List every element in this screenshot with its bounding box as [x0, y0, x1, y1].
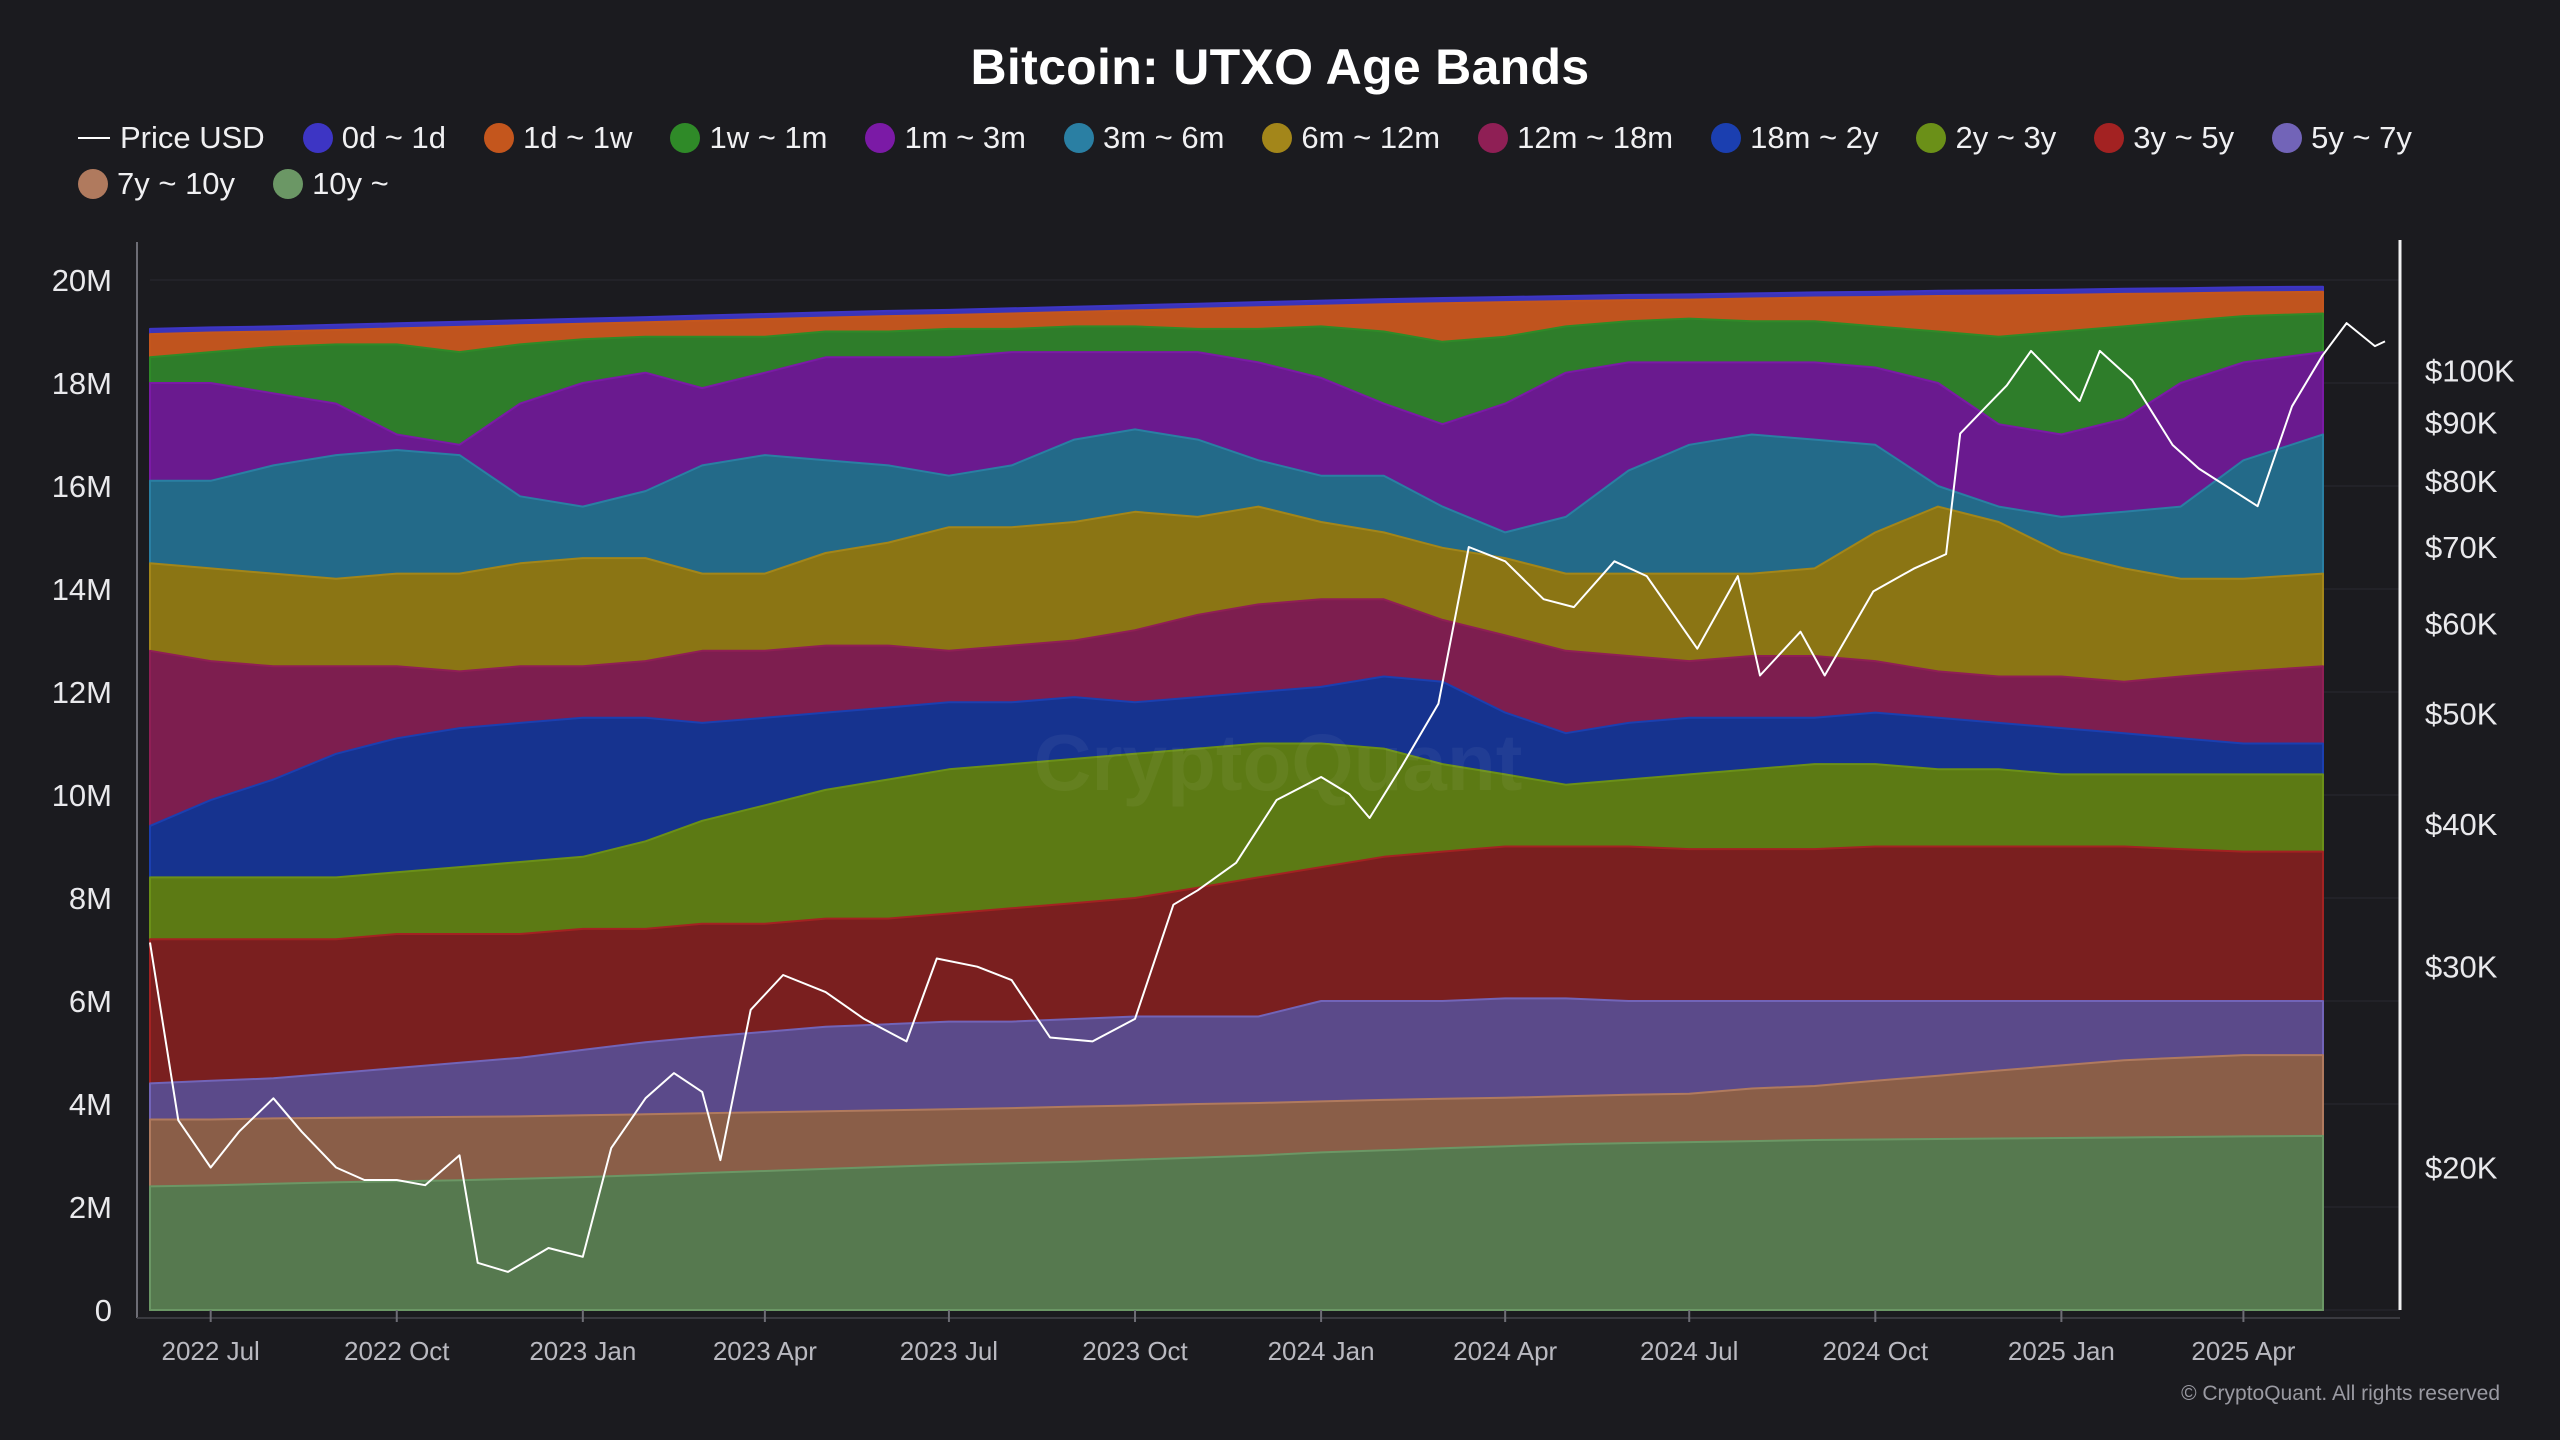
- y-left-tick-label: 8M: [69, 881, 112, 916]
- x-tick-label: 2025 Apr: [2191, 1336, 2295, 1366]
- legend-item-10y[interactable]: 10y ~: [273, 164, 389, 204]
- y-right-tick-label: $50K: [2425, 697, 2498, 732]
- x-tick-label: 2025 Jan: [2008, 1336, 2115, 1366]
- legend-label: Price USD: [120, 120, 265, 155]
- legend-dot-icon: [78, 169, 108, 199]
- x-tick-label: 2022 Jul: [162, 1336, 260, 1366]
- y-left-tick-label: 2M: [69, 1190, 112, 1225]
- legend-label: 0d ~ 1d: [341, 120, 446, 155]
- x-tick-label: 2024 Jul: [1640, 1336, 1738, 1366]
- legend-item-18m-2y[interactable]: 18m ~ 2y: [1711, 118, 1878, 158]
- legend-item-1m-3m[interactable]: 1m ~ 3m: [865, 118, 1026, 158]
- legend-label: 1m ~ 3m: [904, 120, 1026, 155]
- x-tick-label: 2023 Jan: [529, 1336, 636, 1366]
- legend-label: 3y ~ 5y: [2133, 120, 2235, 155]
- y-left-tick-label: 6M: [69, 984, 112, 1019]
- x-tick-label: 2024 Oct: [1823, 1336, 1929, 1366]
- legend-dot-icon: [865, 123, 896, 153]
- legend-dot-icon: [273, 169, 304, 199]
- legend-label: 1w ~ 1m: [709, 120, 828, 155]
- legend-item-5y-7y[interactable]: 5y ~ 7y: [2272, 118, 2412, 158]
- x-tick-label: 2023 Jul: [900, 1336, 998, 1366]
- legend-item-3y-5y[interactable]: 3y ~ 5y: [2094, 118, 2234, 158]
- y-left-tick-label: 18M: [52, 366, 112, 401]
- x-tick-label: 2022 Oct: [344, 1336, 450, 1366]
- legend-item-2y-3y[interactable]: 2y ~ 3y: [1916, 118, 2056, 158]
- x-tick-label: 2023 Apr: [713, 1336, 817, 1366]
- legend-label: 18m ~ 2y: [1750, 120, 1879, 155]
- legend-item-3m-6m[interactable]: 3m ~ 6m: [1063, 118, 1225, 158]
- legend-dot-icon: [1711, 123, 1742, 153]
- y-left-tick-label: 10M: [52, 778, 112, 813]
- y-left-tick-label: 0: [95, 1293, 112, 1328]
- legend-label: 10y ~: [312, 166, 389, 201]
- legend-item-7y-10y[interactable]: 7y ~ 10y: [78, 164, 235, 204]
- legend-label: 6m ~ 12m: [1301, 120, 1441, 155]
- legend-dot-icon: [1916, 123, 1947, 153]
- x-tick-label: 2023 Oct: [1082, 1336, 1188, 1366]
- legend-item-0d-1d[interactable]: 0d ~ 1d: [302, 118, 446, 158]
- y-right-tick-label: $40K: [2425, 807, 2498, 842]
- legend-item-12m-18m[interactable]: 12m ~ 18m: [1478, 118, 1673, 158]
- chart-legend: Price USD 0d ~ 1d 1d ~ 1w 1w ~ 1m 1m ~ 3m 3m …: [78, 118, 2498, 204]
- y-right-tick-label: $20K: [2425, 1151, 2498, 1186]
- legend-item-1d-1w[interactable]: 1d ~ 1w: [484, 118, 632, 158]
- price-line: [149, 322, 2386, 1273]
- y-left-tick-label: 16M: [52, 469, 112, 504]
- legend-item-price-usd[interactable]: Price USD: [78, 118, 265, 158]
- legend-dot-icon: [1262, 123, 1293, 153]
- y-left-tick-label: 12M: [52, 675, 112, 710]
- legend-label: 2y ~ 3y: [1955, 120, 2057, 155]
- legend-label: 1d ~ 1w: [523, 120, 633, 155]
- watermark-text: CryptoQuant: [1034, 718, 1523, 807]
- legend-label: 3m ~ 6m: [1102, 120, 1225, 155]
- legend-dot-icon: [484, 123, 514, 153]
- y-right-tick-label: $100K: [2425, 353, 2515, 388]
- y-left-tick-label: 20M: [52, 263, 112, 298]
- legend-dot-icon: [302, 123, 333, 153]
- legend-dot-icon: [1478, 123, 1509, 153]
- y-right-tick-label: $80K: [2425, 464, 2498, 499]
- legend-dot-icon: [670, 123, 701, 153]
- x-tick-label: 2024 Jan: [1268, 1336, 1375, 1366]
- y-right-tick-label: $60K: [2425, 606, 2498, 641]
- chart-title: Bitcoin: UTXO Age Bands: [970, 39, 1590, 95]
- y-left-tick-label: 4M: [69, 1087, 112, 1122]
- legend-label: 7y ~ 10y: [117, 166, 236, 201]
- y-right-tick-label: $30K: [2425, 950, 2498, 985]
- legend-label: 5y ~ 7y: [2311, 120, 2412, 155]
- legend-label: 12m ~ 18m: [1517, 120, 1674, 155]
- legend-dot-icon: [1063, 123, 1094, 153]
- legend-item-6m-12m[interactable]: 6m ~ 12m: [1262, 118, 1440, 158]
- y-left-tick-label: 14M: [52, 572, 112, 607]
- legend-line-marker: [78, 137, 110, 139]
- legend-dot-icon: [2272, 123, 2303, 153]
- legend-item-1w-1m[interactable]: 1w ~ 1m: [670, 118, 827, 158]
- x-tick-label: 2024 Apr: [1453, 1336, 1557, 1366]
- y-right-tick-label: $90K: [2425, 405, 2498, 440]
- copyright-text: © CryptoQuant. All rights reserved: [2181, 1382, 2500, 1405]
- legend-dot-icon: [2094, 123, 2125, 153]
- y-right-tick-label: $70K: [2425, 530, 2498, 565]
- area-band-10y: [149, 1134, 2324, 1311]
